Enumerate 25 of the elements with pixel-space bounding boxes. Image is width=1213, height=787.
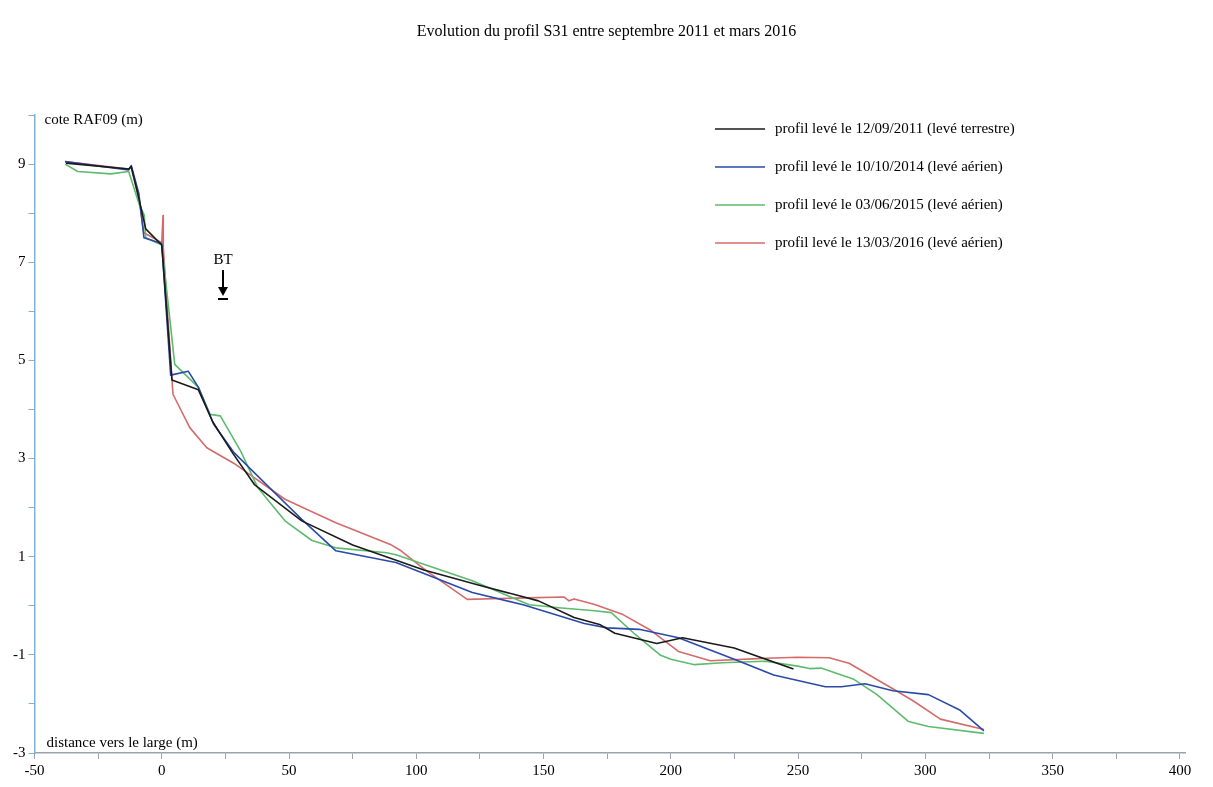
y-tick-label: 3: [18, 449, 26, 466]
x-tick-label: 400: [1168, 761, 1192, 778]
chart-title: Evolution du profil S31 entre septembre 2011 et mars 2016: [416, 22, 797, 41]
y-tick-label: 9: [18, 155, 26, 172]
x-tick-label: 350: [1041, 761, 1064, 778]
legend-label: profil levé le 13/03/2016 (levé aérien): [775, 233, 1003, 251]
legend-label: profil levé le 10/10/2014 (levé aérien): [775, 157, 1003, 175]
x-tick-label: 100: [405, 761, 428, 778]
y-tick-label: 1: [18, 547, 26, 564]
x-tick-label: 200: [659, 761, 683, 778]
y-tick-label: 7: [18, 253, 26, 270]
y-tick-label: -3: [13, 743, 26, 760]
y-axis-title: cote RAF09 (m): [44, 111, 143, 129]
x-axis-title: distance vers le large (m): [46, 734, 198, 752]
x-tick-label: -50: [24, 761, 45, 778]
y-tick-label: 5: [18, 351, 26, 368]
y-tick-label: -1: [13, 645, 26, 662]
legend-label: profil levé le 03/06/2015 (levé aérien): [775, 195, 1003, 213]
annotation: BT: [213, 251, 233, 268]
x-tick-label: 50: [281, 761, 297, 778]
x-tick-label: 250: [786, 761, 810, 778]
x-tick-label: 0: [158, 761, 166, 778]
legend-label: profil levé le 12/09/2011 (levé terrestre): [775, 119, 1015, 137]
x-tick-label: 150: [532, 761, 555, 778]
x-tick-label: 300: [914, 761, 937, 778]
